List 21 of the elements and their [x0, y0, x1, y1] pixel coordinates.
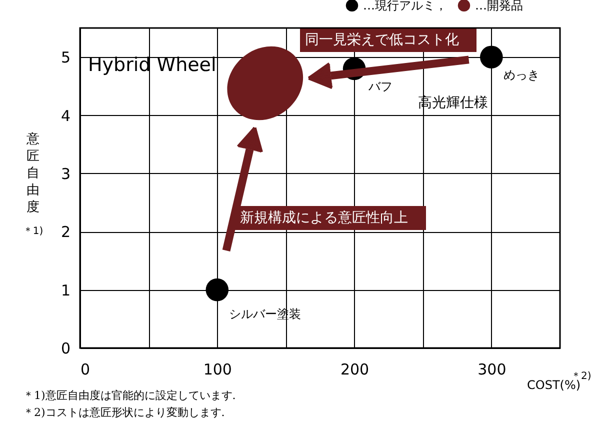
y-tick-label: 1	[60, 281, 70, 300]
annotation: バフ	[367, 80, 392, 94]
annotation: Hybrid Wheel	[88, 54, 216, 76]
legend-label: …開発品	[475, 0, 523, 12]
x-tick-label: 300	[478, 360, 506, 378]
y-tick-label: 0	[60, 340, 70, 358]
x-tick-label: 100	[203, 360, 232, 378]
y-axis-title: 意匠自由度＊1)	[22, 132, 44, 237]
text: ＊1)意匠自由度は官能的に設定しています.	[23, 389, 236, 402]
y-tick-label: 4	[60, 106, 70, 125]
annotation: めっき	[503, 68, 540, 82]
x-tick-label: 200	[340, 360, 370, 378]
legend-label: …現行アルミ，	[363, 0, 447, 12]
annotation: 新規構成による意匠性向上	[240, 210, 408, 226]
annotation: 同一見栄えで低コスト化	[305, 32, 459, 48]
x-axis-title: COST(%)＊2)	[527, 371, 592, 392]
x-tick-label: 0	[80, 360, 90, 378]
y-tick-label: 5	[60, 48, 70, 67]
y-tick-label: 2	[60, 223, 70, 242]
text: ＊2)コストは意匠形状により変動します.	[23, 406, 225, 419]
y-tick-label: 3	[60, 164, 70, 183]
